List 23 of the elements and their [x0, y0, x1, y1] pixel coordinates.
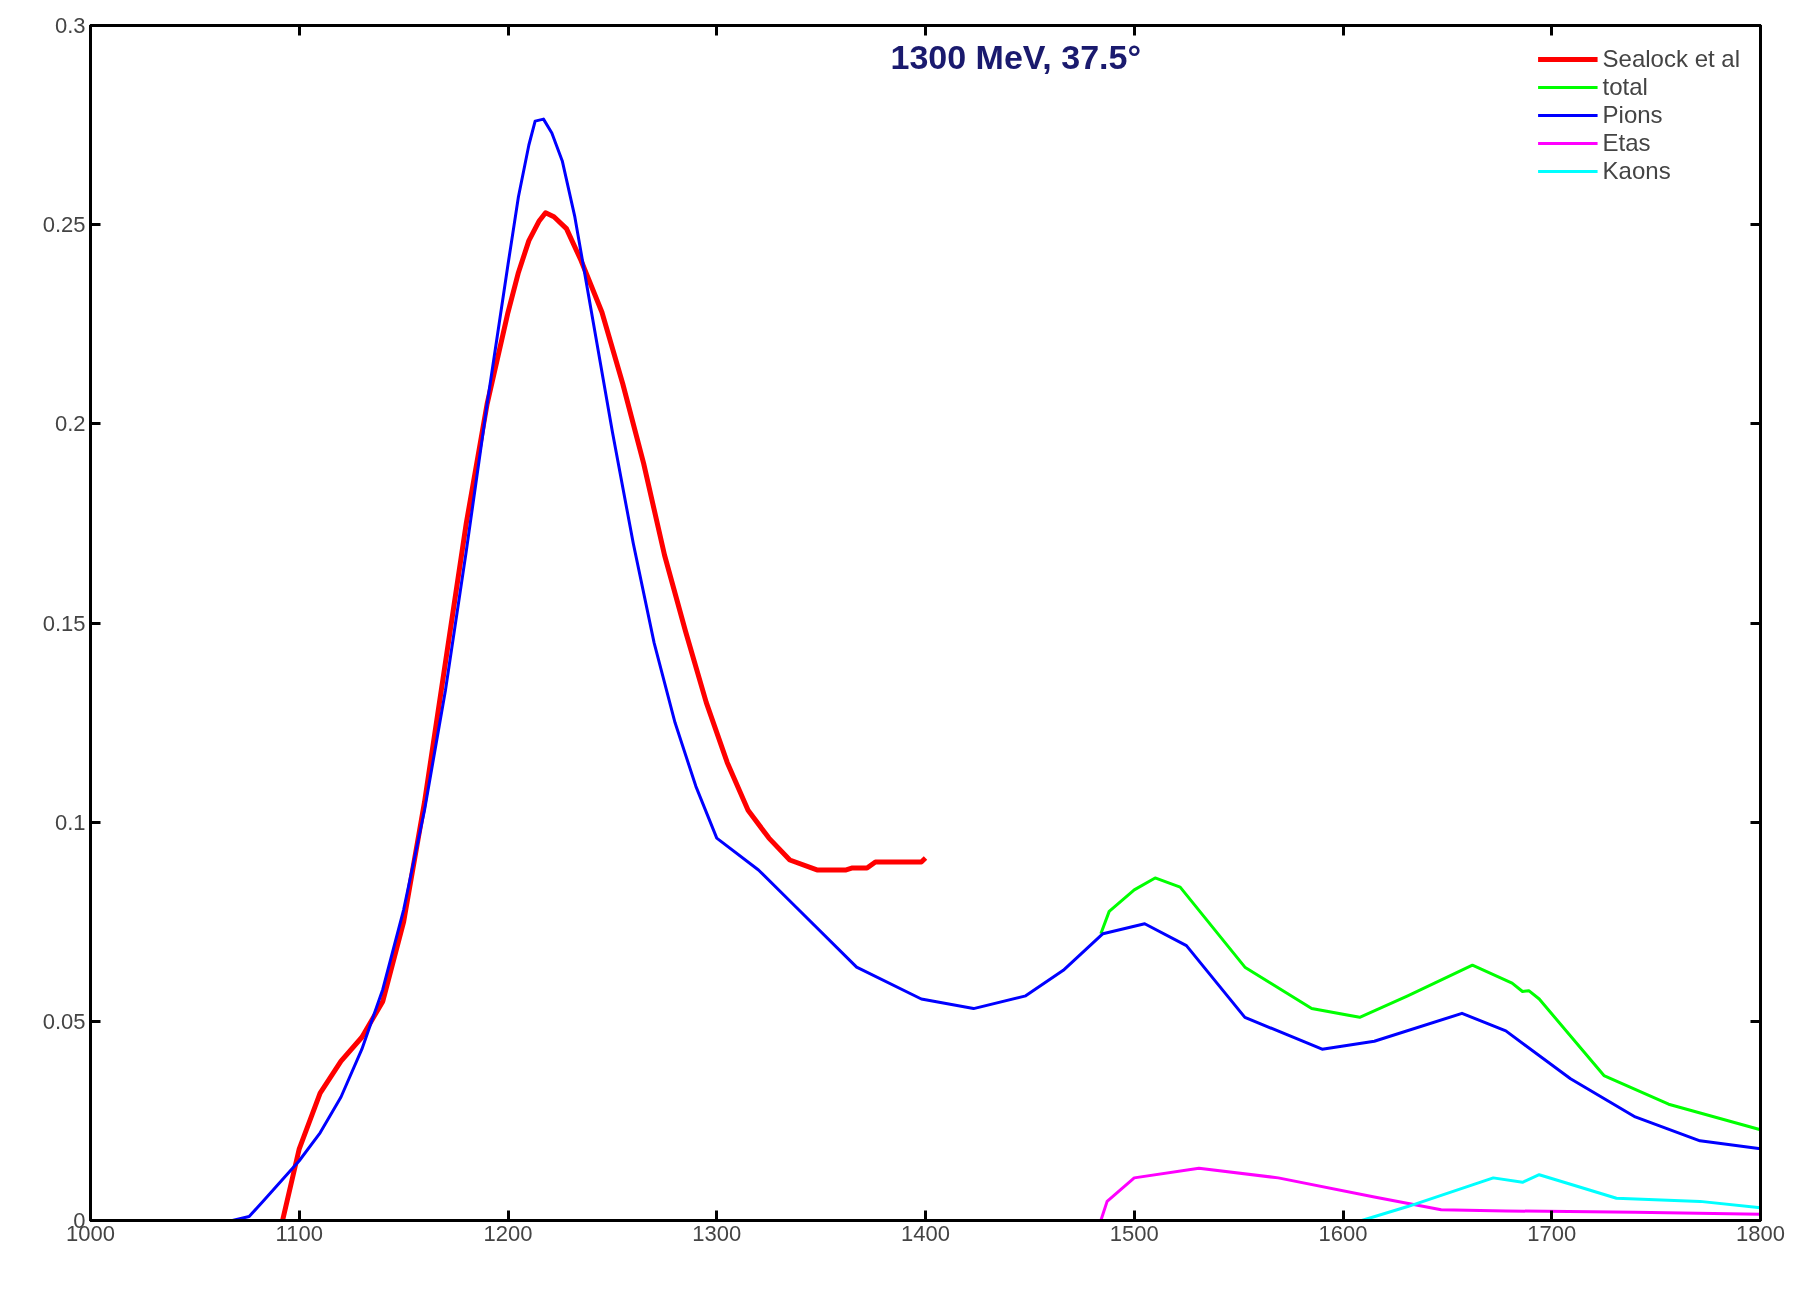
x-tick-label: 1300 [692, 1220, 742, 1246]
y-tick-label: 0.25 [42, 212, 86, 238]
y-tick-label: 0.05 [42, 1008, 86, 1034]
y-tick-label: 0.2 [54, 411, 86, 437]
x-tick-label: 1700 [1527, 1220, 1577, 1246]
x-tick-label: 1500 [1109, 1220, 1159, 1246]
legend-label: total [1602, 73, 1648, 101]
legend-label: Kaons [1602, 157, 1671, 185]
x-tick-label: 1100 [275, 1220, 323, 1246]
x-tick-label: 1400 [901, 1220, 950, 1246]
line-series [1099, 1166, 1761, 1221]
line-series [1360, 1173, 1761, 1221]
annotation: 1300 MeV, 37.5° [890, 37, 1142, 76]
x-tick-label: 1600 [1318, 1220, 1368, 1246]
line-series [1099, 876, 1761, 1132]
x-tick-label: 1800 [1736, 1220, 1785, 1246]
legend-label: Sealock et al [1602, 45, 1740, 73]
y-tick-label: 0.1 [54, 809, 86, 835]
x-tick-label: 1200 [483, 1220, 533, 1246]
y-tick-label: 0.3 [54, 13, 86, 38]
y-tick-label: 0.15 [42, 610, 86, 636]
legend-label: Pions [1602, 101, 1663, 129]
legend-label: Etas [1602, 129, 1651, 157]
